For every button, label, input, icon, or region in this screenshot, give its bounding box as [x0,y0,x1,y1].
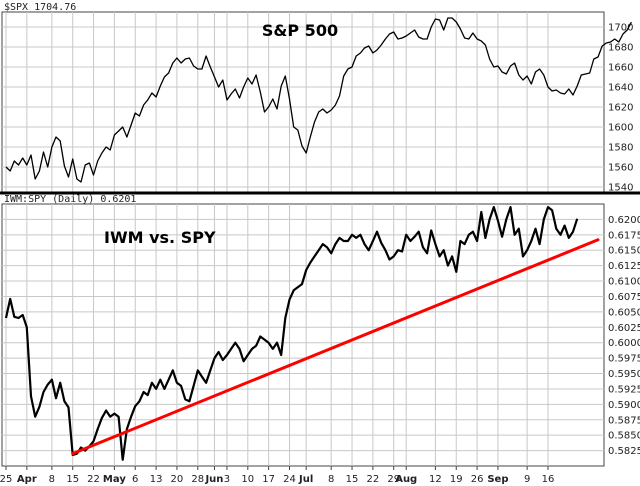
y-tick-label: 1660 [608,63,633,74]
x-tick-label: Jul [298,474,313,485]
y-tick-label: 1600 [608,123,633,134]
y-tick-label: 0.5925 [608,384,640,395]
y-tick-label: 0.6100 [608,277,640,288]
y-tick-label: 0.5825 [608,446,640,457]
y-tick-label: 0.6075 [608,292,640,303]
x-tick-label: 22 [87,474,100,485]
series-line [5,17,632,183]
y-tick-label: 0.5950 [608,369,640,380]
y-tick-label: 1620 [608,103,633,114]
x-tick-label: Sep [487,474,508,485]
y-tick-label: 0.6175 [608,230,640,241]
x-tick-label: 20 [171,474,184,485]
x-tick-label: 6 [132,474,138,485]
y-tick-label: 0.5900 [608,400,640,411]
chart-title: IWM vs. SPY [104,228,216,247]
chart-title: S&P 500 [262,21,338,40]
y-tick-label: 0.5850 [608,431,640,442]
x-tick-label: Jun [204,474,223,485]
y-tick-label: 0.6125 [608,261,640,272]
y-tick-label: 1640 [608,83,633,94]
x-tick-label: 22 [367,474,380,485]
x-tick-label: 29 [387,474,400,485]
x-tick-label: 3 [224,474,230,485]
pane-header: IWM:SPY (Daily) 0.6201 [4,194,136,205]
y-tick-label: 1680 [608,43,633,54]
x-tick-label: 9 [524,474,530,485]
pane-header: $SPX 1704.76 [4,2,76,13]
x-tick-label: 17 [262,474,275,485]
x-tick-label: 15 [346,474,359,485]
y-tick-label: 0.5875 [608,415,640,426]
x-tick-label: 19 [450,474,463,485]
y-tick-label: 0.6000 [608,338,640,349]
trend-line [71,238,600,456]
x-tick-label: Aug [395,474,417,485]
y-tick-label: 0.6200 [608,215,640,226]
y-tick-label: 0.6025 [608,323,640,334]
x-tick-label: 16 [542,474,555,485]
x-tick-label: 13 [150,474,163,485]
chart-pane-2: 0.6200 0.6175 0.6150 0.6125 0.6100 0.6075 0.60… [1,194,640,467]
x-tick-label: 15 [66,474,79,485]
y-tick-label: 1540 [608,183,633,194]
x-tick-label: 8 [49,474,55,485]
x-tick-label: May [103,474,126,485]
x-tick-label: 8 [328,474,334,485]
x-tick-label: 28 [191,474,204,485]
chart-pane-1: 1700 1680 1660 1640 1620 1600 1580 1560 1540 $SPX… [1,2,633,194]
y-tick-label: 0.6050 [608,307,640,318]
x-axis: 25 Apr 8 15 22 May 6 13 20 28 Jun 3 10 17 24 Jul 8 15 22 29… [0,466,554,485]
pane-frame [1,203,605,467]
x-tick-label: 26 [471,474,484,485]
x-tick-label: 24 [283,474,296,485]
x-tick-label: Apr [17,474,37,485]
y-tick-label: 0.5975 [608,354,640,365]
y-tick-label: 0.6150 [608,246,640,257]
y-tick-label: 1580 [608,143,633,154]
series-line [4,206,579,461]
x-tick-label: 10 [241,474,254,485]
x-tick-label: 25 [0,474,12,485]
y-tick-label: 1700 [608,23,633,34]
x-tick-label: 12 [429,474,442,485]
y-tick-label: 1560 [608,163,633,174]
